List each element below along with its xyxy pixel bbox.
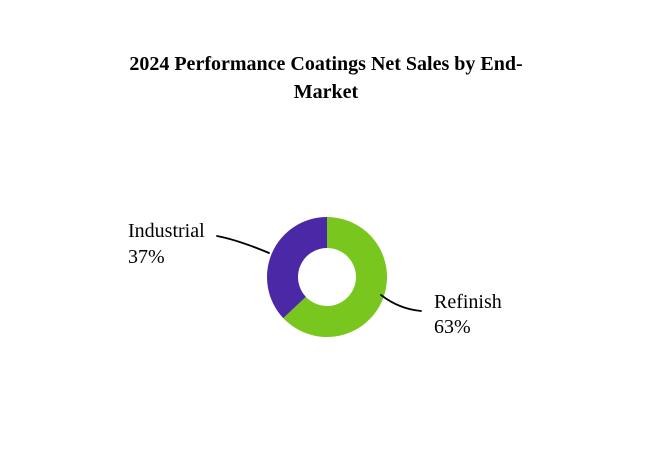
- chart-title-line-1: 2024 Performance Coatings Net Sales by E…: [129, 53, 523, 75]
- label-refinish-value: 63%: [434, 316, 471, 338]
- label-industrial: Industrial 37%: [128, 218, 205, 270]
- chart-title: 2024 Performance Coatings Net Sales by E…: [96, 50, 556, 106]
- leader-line-refinish: [380, 294, 422, 312]
- donut-slice-industrial: [267, 217, 327, 319]
- label-industrial-value: 37%: [128, 246, 165, 268]
- label-refinish: Refinish 63%: [434, 290, 502, 340]
- donut-slice-refinish: [283, 217, 388, 337]
- chart-title-line-2: Market: [293, 81, 359, 103]
- label-refinish-name: Refinish: [434, 291, 502, 313]
- leader-line-industrial: [216, 235, 270, 254]
- label-industrial-name: Industrial: [128, 220, 205, 242]
